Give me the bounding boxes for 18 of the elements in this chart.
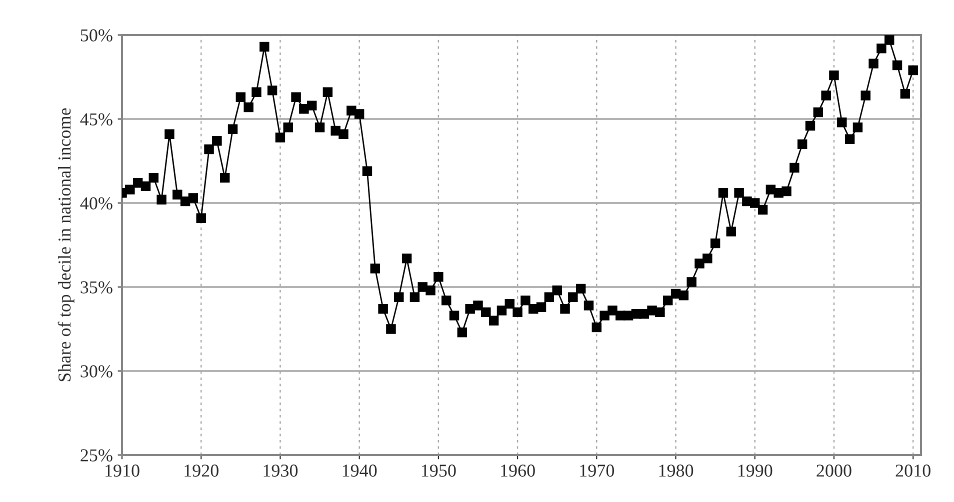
y-tick-label: 25% [80, 449, 112, 462]
y-tick-label: 35% [80, 281, 112, 294]
y-axis-title: Share of top decile in national income [58, 108, 74, 382]
x-tick-label: 1950 [422, 464, 456, 477]
y-tick-label: 45% [80, 113, 112, 126]
y-tick-label: 30% [80, 365, 112, 378]
x-tick-label: 1940 [342, 464, 377, 477]
x-tick-label: 2010 [896, 464, 930, 477]
x-tick-label: 1980 [659, 464, 694, 477]
x-tick-label: 1960 [501, 464, 535, 477]
x-tick-label: 2000 [816, 464, 852, 477]
x-tick-label: 1990 [738, 464, 772, 477]
x-tick-label: 1910 [106, 464, 140, 477]
y-tick-label: 40% [80, 197, 112, 210]
x-tick-label: 1970 [580, 464, 614, 477]
x-tick-label: 1920 [184, 464, 218, 477]
x-tick-label: 1930 [264, 464, 298, 477]
y-tick-label: 50% [80, 29, 112, 42]
